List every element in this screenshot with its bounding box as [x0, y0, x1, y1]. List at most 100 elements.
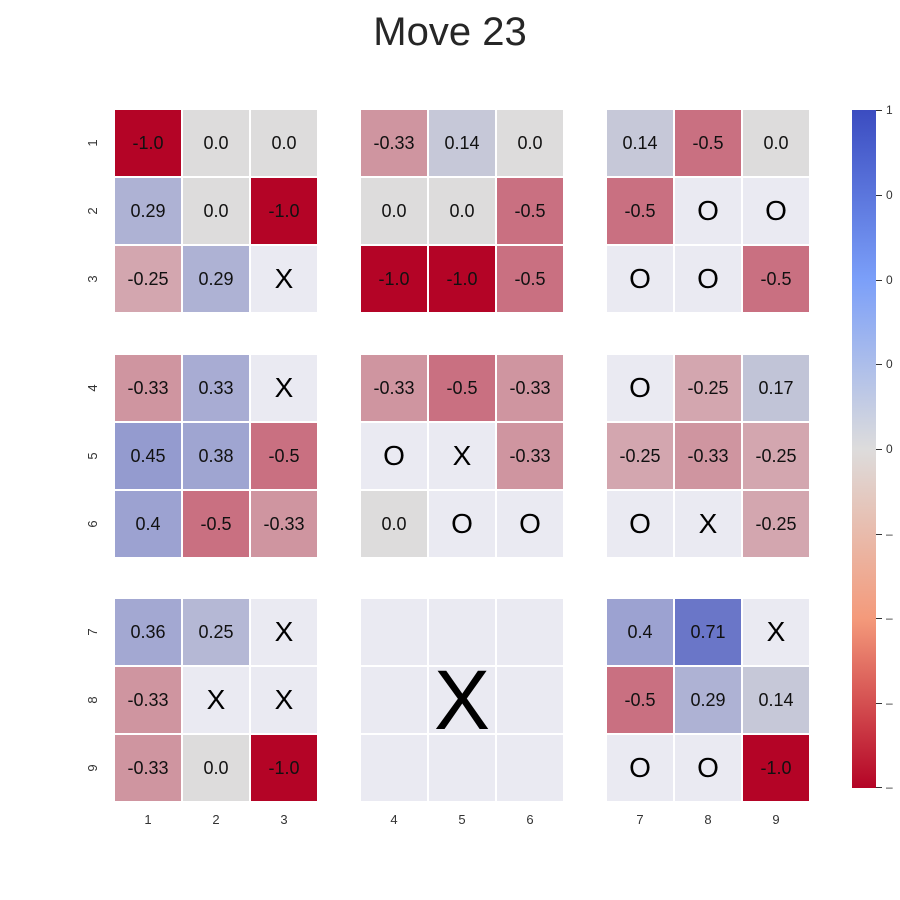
- board-cell-r7-c1[interactable]: 0.36: [115, 599, 181, 665]
- board-cell-r4-c6[interactable]: -0.33: [497, 355, 563, 421]
- board-cell-r9-c5[interactable]: [429, 735, 495, 801]
- board-cell-r9-c6[interactable]: [497, 735, 563, 801]
- board-cell-r2-c3[interactable]: -1.0: [251, 178, 317, 244]
- row-label: 1: [84, 139, 100, 147]
- board-cell-r4-c1[interactable]: -0.33: [115, 355, 181, 421]
- board-cell-r7-c4[interactable]: [361, 599, 427, 665]
- board-cell-r7-c6[interactable]: [497, 599, 563, 665]
- board-cell-r3-c3[interactable]: X: [251, 246, 317, 312]
- column-label: 6: [526, 812, 534, 827]
- board-cell-r7-c2[interactable]: 0.25: [183, 599, 249, 665]
- board-cell-r3-c9[interactable]: -0.5: [743, 246, 809, 312]
- board-cell-r6-c2[interactable]: -0.5: [183, 491, 249, 557]
- row-label: 7: [84, 628, 100, 636]
- board-cell-r1-c7[interactable]: 0.14: [607, 110, 673, 176]
- colorbar-tick: [876, 280, 882, 281]
- column-label: 9: [772, 812, 780, 827]
- board-cell-r7-c8[interactable]: 0.71: [675, 599, 741, 665]
- colorbar-tick: [876, 534, 882, 535]
- board-cell-r6-c9[interactable]: -0.25: [743, 491, 809, 557]
- board-cell-r2-c2[interactable]: 0.0: [183, 178, 249, 244]
- column-label: 3: [280, 812, 288, 827]
- board-cell-r1-c4[interactable]: -0.33: [361, 110, 427, 176]
- column-label: 5: [458, 812, 466, 827]
- column-label: 8: [704, 812, 712, 827]
- board-cell-r8-c9[interactable]: 0.14: [743, 667, 809, 733]
- board-cell-r5-c6[interactable]: -0.33: [497, 423, 563, 489]
- board-cell-r8-c5[interactable]: [429, 667, 495, 733]
- board-cell-r6-c4[interactable]: 0.0: [361, 491, 427, 557]
- board-cell-r9-c1[interactable]: -0.33: [115, 735, 181, 801]
- board-cell-r7-c3[interactable]: X: [251, 599, 317, 665]
- board-cell-r6-c3[interactable]: -0.33: [251, 491, 317, 557]
- row-label: 4: [84, 384, 100, 392]
- colorbar-tick: [876, 110, 882, 111]
- board-cell-r7-c9[interactable]: X: [743, 599, 809, 665]
- board-cell-r5-c8[interactable]: -0.33: [675, 423, 741, 489]
- board-cell-r6-c6[interactable]: O: [497, 491, 563, 557]
- board-cell-r6-c5[interactable]: O: [429, 491, 495, 557]
- board-cell-r4-c3[interactable]: X: [251, 355, 317, 421]
- board-cell-r4-c8[interactable]: -0.25: [675, 355, 741, 421]
- board-cell-r2-c4[interactable]: 0.0: [361, 178, 427, 244]
- board-cell-r3-c1[interactable]: -0.25: [115, 246, 181, 312]
- board-cell-r5-c2[interactable]: 0.38: [183, 423, 249, 489]
- board-cell-r2-c5[interactable]: 0.0: [429, 178, 495, 244]
- board-cell-r4-c2[interactable]: 0.33: [183, 355, 249, 421]
- board-cell-r6-c1[interactable]: 0.4: [115, 491, 181, 557]
- board-cell-r1-c2[interactable]: 0.0: [183, 110, 249, 176]
- board-cell-r9-c8[interactable]: O: [675, 735, 741, 801]
- board-cell-r2-c6[interactable]: -0.5: [497, 178, 563, 244]
- colorbar-tick: [876, 195, 882, 196]
- board-cell-r4-c5[interactable]: -0.5: [429, 355, 495, 421]
- row-label: 8: [84, 696, 100, 704]
- board-cell-r4-c9[interactable]: 0.17: [743, 355, 809, 421]
- board-cell-r2-c7[interactable]: -0.5: [607, 178, 673, 244]
- board-cell-r8-c7[interactable]: -0.5: [607, 667, 673, 733]
- board-cell-r6-c8[interactable]: X: [675, 491, 741, 557]
- board-cell-r5-c3[interactable]: -0.5: [251, 423, 317, 489]
- board-cell-r3-c2[interactable]: 0.29: [183, 246, 249, 312]
- board-cell-r8-c3[interactable]: X: [251, 667, 317, 733]
- board-cell-r8-c8[interactable]: 0.29: [675, 667, 741, 733]
- board-cell-r1-c3[interactable]: 0.0: [251, 110, 317, 176]
- board-cell-r1-c1[interactable]: -1.0: [115, 110, 181, 176]
- board-cell-r8-c6[interactable]: [497, 667, 563, 733]
- board-cell-r7-c7[interactable]: 0.4: [607, 599, 673, 665]
- board-cell-r3-c4[interactable]: -1.0: [361, 246, 427, 312]
- board-cell-r9-c7[interactable]: O: [607, 735, 673, 801]
- board-cell-r3-c8[interactable]: O: [675, 246, 741, 312]
- board-cell-r5-c4[interactable]: O: [361, 423, 427, 489]
- row-label: 3: [84, 275, 100, 283]
- board-cell-r9-c3[interactable]: -1.0: [251, 735, 317, 801]
- board-cell-r9-c2[interactable]: 0.0: [183, 735, 249, 801]
- board-cell-r5-c7[interactable]: -0.25: [607, 423, 673, 489]
- board-cell-r2-c8[interactable]: O: [675, 178, 741, 244]
- board-cell-r8-c4[interactable]: [361, 667, 427, 733]
- board-cell-r3-c5[interactable]: -1.0: [429, 246, 495, 312]
- board-cell-r3-c7[interactable]: O: [607, 246, 673, 312]
- board-cell-r7-c5[interactable]: [429, 599, 495, 665]
- board-cell-r8-c1[interactable]: -0.33: [115, 667, 181, 733]
- board-cell-r2-c9[interactable]: O: [743, 178, 809, 244]
- board-cell-r1-c6[interactable]: 0.0: [497, 110, 563, 176]
- board-cell-r6-c7[interactable]: O: [607, 491, 673, 557]
- board-cell-r9-c4[interactable]: [361, 735, 427, 801]
- board-cell-r2-c1[interactable]: 0.29: [115, 178, 181, 244]
- board-cell-r9-c9[interactable]: -1.0: [743, 735, 809, 801]
- board-cell-r1-c9[interactable]: 0.0: [743, 110, 809, 176]
- board-cell-r5-c1[interactable]: 0.45: [115, 423, 181, 489]
- board-cell-r5-c5[interactable]: X: [429, 423, 495, 489]
- board-cell-r4-c4[interactable]: -0.33: [361, 355, 427, 421]
- column-label: 7: [636, 812, 644, 827]
- board-cell-r5-c9[interactable]: -0.25: [743, 423, 809, 489]
- board-cell-r1-c8[interactable]: -0.5: [675, 110, 741, 176]
- colorbar-tick-label: 0: [886, 442, 893, 456]
- board-cell-r8-c2[interactable]: X: [183, 667, 249, 733]
- colorbar-tick-label: 0: [886, 188, 893, 202]
- row-label: 2: [84, 207, 100, 215]
- board-cell-r4-c7[interactable]: O: [607, 355, 673, 421]
- board-cell-r1-c5[interactable]: 0.14: [429, 110, 495, 176]
- board-cell-r3-c6[interactable]: -0.5: [497, 246, 563, 312]
